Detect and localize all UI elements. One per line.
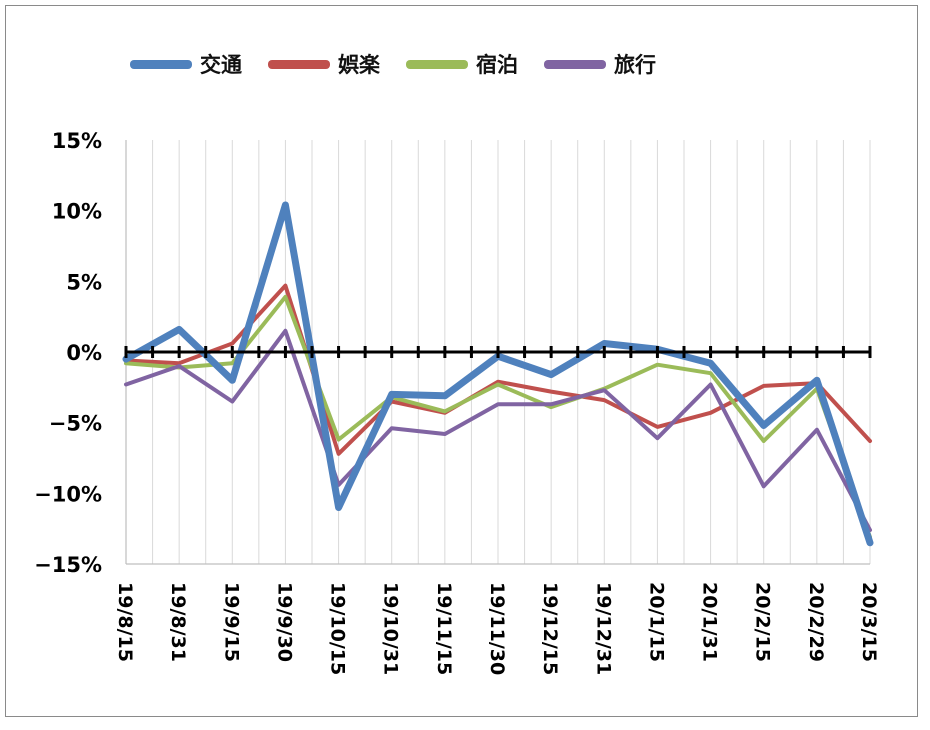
x-tick-label: 20/2/15 xyxy=(752,582,774,662)
y-tick-label: 5% xyxy=(66,270,102,294)
x-tick-label: 19/11/15 xyxy=(433,582,455,675)
y-tick-label: 10% xyxy=(52,200,102,224)
legend: 交通 娯楽 宿泊 旅行 xyxy=(130,44,656,84)
x-tick-label: 20/3/15 xyxy=(858,582,880,662)
x-tick-label: 20/1/31 xyxy=(699,582,721,662)
x-tick-label: 20/2/29 xyxy=(805,582,827,662)
series-line-3 xyxy=(124,328,872,533)
legend-label-entertainment: 娯楽 xyxy=(338,53,380,77)
x-tick-label: 19/8/15 xyxy=(114,582,136,662)
legend-item-lodging: 宿泊 xyxy=(406,49,518,79)
legend-swatch-transport xyxy=(130,59,192,69)
y-tick-label: 0% xyxy=(66,341,102,365)
x-tick-label: 19/12/15 xyxy=(539,582,561,675)
y-tick-label: 15% xyxy=(52,129,102,153)
y-tick-label: −10% xyxy=(34,482,102,506)
legend-label-transport: 交通 xyxy=(200,53,242,77)
legend-swatch-lodging xyxy=(406,59,468,69)
legend-label-travel: 旅行 xyxy=(614,53,656,77)
x-tick-label: 19/10/15 xyxy=(327,582,349,675)
x-tick-label: 19/9/15 xyxy=(220,582,242,662)
x-tick-label: 19/8/31 xyxy=(167,582,189,662)
y-tick-label: −5% xyxy=(49,412,102,436)
x-tick-label: 20/1/15 xyxy=(645,582,667,662)
legend-swatch-entertainment xyxy=(268,59,330,69)
legend-swatch-travel xyxy=(544,59,606,69)
legend-item-entertainment: 娯楽 xyxy=(268,49,380,79)
x-tick-label: 19/11/30 xyxy=(486,582,508,675)
x-tick-label: 19/10/31 xyxy=(380,582,402,675)
x-tick-label: 19/12/31 xyxy=(592,582,614,675)
legend-item-travel: 旅行 xyxy=(544,49,656,79)
legend-label-lodging: 宿泊 xyxy=(476,53,518,77)
series-line-2 xyxy=(124,294,872,540)
legend-item-transport: 交通 xyxy=(130,49,242,79)
y-tick-label: −15% xyxy=(34,553,102,577)
x-tick-label: 19/9/30 xyxy=(273,582,295,662)
